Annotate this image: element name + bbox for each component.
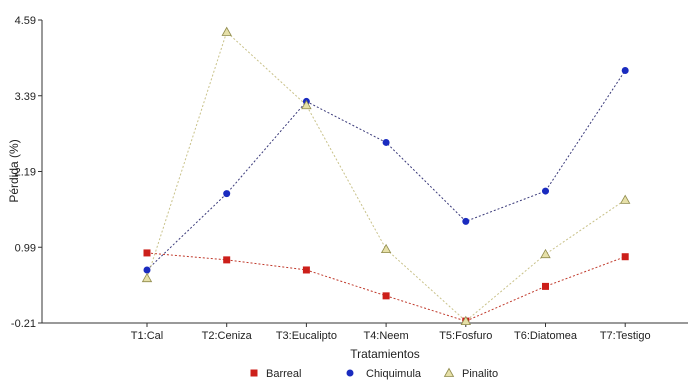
legend: Barreal Chiquimula Pinalito xyxy=(250,367,498,380)
chiquimula-point xyxy=(382,138,390,146)
pinalito-point xyxy=(301,99,312,110)
pinalito-point xyxy=(221,26,232,36)
x-tick-label: T2:Ceniza xyxy=(202,330,253,342)
x-tick-label: T4:Neem xyxy=(363,330,408,342)
legend-marker-chiquimula xyxy=(346,369,354,377)
y-tick-label: 4.59 xyxy=(15,15,36,27)
y-ticks: -0.21 0.99 2.19 3.39 4.59 xyxy=(11,15,42,330)
pinalito-point xyxy=(141,272,153,283)
x-tick-label: T5:Fosfuro xyxy=(439,330,492,342)
pinalito-point xyxy=(380,243,392,254)
legend-label-chiquimula: Chiquimula xyxy=(366,368,422,380)
chiquimula-point xyxy=(542,187,549,195)
legend-label-pinalito: Pinalito xyxy=(462,368,498,380)
barreal-line xyxy=(146,252,626,322)
chiquimula-point xyxy=(621,67,629,74)
barreal-point xyxy=(621,253,629,261)
x-tick-label: T7:Testigo xyxy=(600,330,651,342)
chiquimula-point xyxy=(462,217,470,225)
pinalito-line xyxy=(146,31,626,322)
pinalito-point xyxy=(460,315,471,326)
barreal-point xyxy=(302,266,310,274)
legend-marker-pinalito xyxy=(443,367,455,377)
chiquimula-point xyxy=(143,266,151,274)
x-tick-label: T6:Diatomea xyxy=(514,330,578,342)
x-ticks: T1:Cal T2:Ceniza T3:Eucalipto T4:Neem T5:Fos… xyxy=(131,323,651,342)
axes xyxy=(41,20,688,324)
x-tick-label: T3:Eucalipto xyxy=(276,330,337,342)
y-axis-title: Pérdida (%) xyxy=(7,139,21,202)
x-tick-label: T1:Cal xyxy=(131,330,163,342)
y-tick-label: 0.99 xyxy=(15,242,36,254)
y-tick-label: -0.21 xyxy=(11,318,36,330)
chiquimula-point xyxy=(223,190,231,198)
chiquimula-line xyxy=(146,70,626,271)
legend-marker-barreal xyxy=(250,369,258,377)
pinalito-point xyxy=(540,248,551,259)
x-axis-title: Tratamientos xyxy=(350,347,420,361)
y-tick-label: 2.19 xyxy=(15,167,36,179)
y-tick-label: 3.39 xyxy=(15,91,36,103)
barreal-point xyxy=(542,282,549,290)
series-lines xyxy=(146,31,626,322)
barreal-point xyxy=(223,256,231,264)
pinalito-point xyxy=(620,194,631,204)
series-markers xyxy=(141,26,631,326)
barreal-point xyxy=(382,292,390,300)
barreal-point xyxy=(143,249,151,257)
legend-label-barreal: Barreal xyxy=(266,368,301,380)
